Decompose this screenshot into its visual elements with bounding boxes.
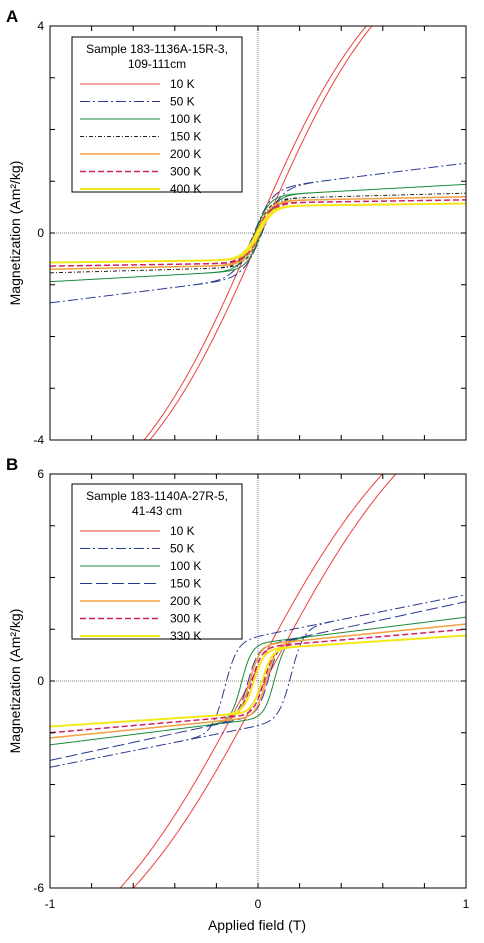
legend-entry: 100 K [170, 559, 201, 573]
legend-entry: 200 K [170, 594, 201, 608]
legend-title: 109-111cm [128, 57, 186, 71]
legend-entry: 150 K [170, 577, 201, 591]
panel-label: A [6, 7, 18, 26]
legend-entry: 50 K [170, 95, 195, 109]
legend-entry: 200 K [170, 147, 201, 161]
legend-entry: 10 K [170, 77, 195, 91]
x-tick-label: -1 [45, 897, 56, 911]
panel-a: 4 0 -4 A Magnetization (Am²/kg) Sample 183-11… [6, 7, 467, 447]
legend-title: Sample 183-1140A-27R-5, [86, 489, 228, 503]
legend-entry: 300 K [170, 165, 201, 179]
series-line-50k [50, 162, 466, 304]
legend-box [71, 36, 243, 193]
x-tick-label: 0 [255, 897, 262, 911]
legend-entry: 400 K [170, 182, 201, 196]
series-line-400k [50, 202, 466, 264]
y-axis-label: Magnetization (Am²/kg) [7, 161, 23, 306]
legend-box [71, 483, 243, 640]
panel-label: B [6, 455, 18, 474]
y-tick-label: 0 [37, 674, 44, 688]
series-line-300k [50, 628, 466, 734]
legend-title: Sample 183-1136A-15R-3, [86, 42, 228, 56]
legend-entry: 330 K [170, 629, 201, 643]
y-tick-label: 0 [37, 226, 44, 240]
series-line-330k [50, 634, 466, 728]
legend-entry: 100 K [170, 112, 201, 126]
legend-entry: 150 K [170, 130, 201, 144]
y-tick-label: -4 [33, 433, 44, 447]
legend-title: 41-43 cm [132, 504, 182, 518]
y-tick-label: 6 [37, 467, 44, 481]
legend-entry: 300 K [170, 612, 201, 626]
y-axis-label: Magnetization (Am²/kg) [7, 609, 23, 754]
series-line-150k [50, 601, 466, 761]
legend-entry: 50 K [170, 542, 195, 556]
series-line-50k [50, 594, 466, 768]
legend-entry: 10 K [170, 524, 195, 538]
series-group [50, 474, 466, 888]
series-group [50, 26, 466, 440]
legend: Sample 183-1140A-27R-5,41-43 cm 10 K 50 K 1… [71, 483, 243, 643]
series-line-100k [50, 183, 466, 283]
panel-b: 6 0 -6-1 0 1 B Magnetization (Am²/kg) Sample 18… [6, 455, 470, 911]
series-line-200k [50, 623, 466, 739]
x-tick-label: 1 [463, 897, 470, 911]
legend: Sample 183-1136A-15R-3,109-111cm 10 K 50 K… [71, 36, 243, 196]
series-line-100k [50, 616, 466, 746]
y-tick-label: 4 [37, 19, 44, 33]
x-axis-label: Applied field (T) [208, 917, 306, 933]
y-tick-label: -6 [33, 881, 44, 895]
